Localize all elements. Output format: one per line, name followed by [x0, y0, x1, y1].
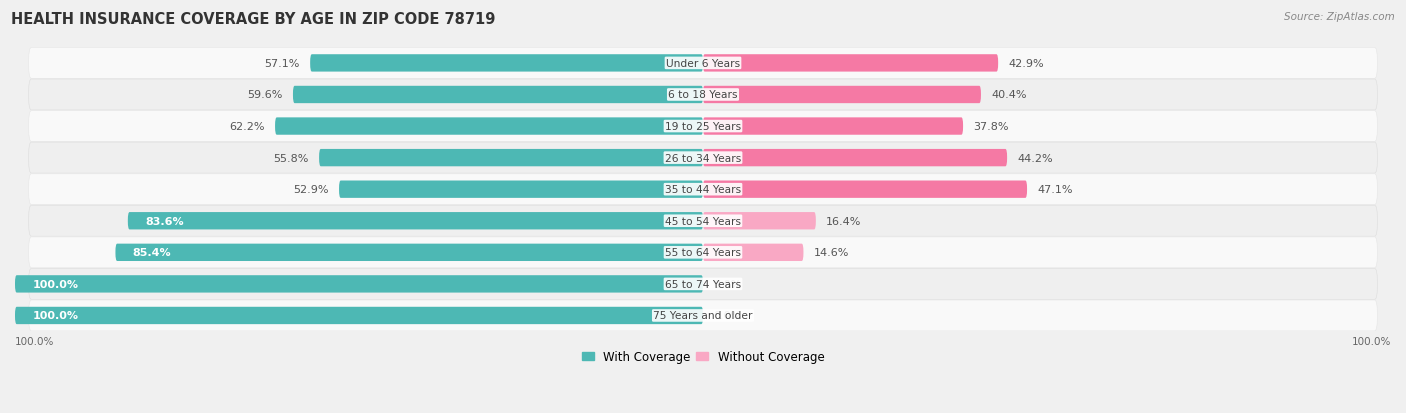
Text: 100.0%: 100.0%	[32, 311, 79, 320]
FancyBboxPatch shape	[311, 55, 703, 72]
Text: 14.6%: 14.6%	[814, 248, 849, 258]
Legend: With Coverage, Without Coverage: With Coverage, Without Coverage	[576, 346, 830, 368]
FancyBboxPatch shape	[28, 206, 1378, 237]
Text: 100.0%: 100.0%	[1351, 336, 1391, 346]
Text: 62.2%: 62.2%	[229, 122, 264, 132]
Text: 59.6%: 59.6%	[247, 90, 283, 100]
Text: 26 to 34 Years: 26 to 34 Years	[665, 153, 741, 163]
Text: Source: ZipAtlas.com: Source: ZipAtlas.com	[1284, 12, 1395, 22]
FancyBboxPatch shape	[28, 80, 1378, 111]
Text: 52.9%: 52.9%	[294, 185, 329, 195]
FancyBboxPatch shape	[292, 87, 703, 104]
Text: 42.9%: 42.9%	[1008, 59, 1045, 69]
Text: 85.4%: 85.4%	[132, 248, 172, 258]
FancyBboxPatch shape	[128, 213, 703, 230]
Text: 40.4%: 40.4%	[991, 90, 1026, 100]
FancyBboxPatch shape	[28, 48, 1378, 79]
FancyBboxPatch shape	[28, 112, 1378, 142]
FancyBboxPatch shape	[703, 118, 963, 135]
Text: 6 to 18 Years: 6 to 18 Years	[668, 90, 738, 100]
FancyBboxPatch shape	[15, 275, 703, 293]
FancyBboxPatch shape	[15, 307, 703, 324]
Text: Under 6 Years: Under 6 Years	[666, 59, 740, 69]
Text: 55 to 64 Years: 55 to 64 Years	[665, 248, 741, 258]
Text: 37.8%: 37.8%	[973, 122, 1010, 132]
Text: HEALTH INSURANCE COVERAGE BY AGE IN ZIP CODE 78719: HEALTH INSURANCE COVERAGE BY AGE IN ZIP …	[11, 12, 496, 27]
Text: 45 to 54 Years: 45 to 54 Years	[665, 216, 741, 226]
FancyBboxPatch shape	[28, 269, 1378, 300]
FancyBboxPatch shape	[28, 174, 1378, 205]
FancyBboxPatch shape	[339, 181, 703, 198]
Text: 100.0%: 100.0%	[32, 279, 79, 289]
Text: 65 to 74 Years: 65 to 74 Years	[665, 279, 741, 289]
Text: 35 to 44 Years: 35 to 44 Years	[665, 185, 741, 195]
Text: 0.0%: 0.0%	[713, 279, 741, 289]
FancyBboxPatch shape	[28, 300, 1378, 331]
FancyBboxPatch shape	[28, 143, 1378, 173]
FancyBboxPatch shape	[703, 181, 1026, 198]
Text: 44.2%: 44.2%	[1018, 153, 1053, 163]
Text: 47.1%: 47.1%	[1038, 185, 1073, 195]
Text: 75 Years and older: 75 Years and older	[654, 311, 752, 320]
Text: 19 to 25 Years: 19 to 25 Years	[665, 122, 741, 132]
Text: 16.4%: 16.4%	[827, 216, 862, 226]
FancyBboxPatch shape	[703, 244, 803, 261]
FancyBboxPatch shape	[703, 55, 998, 72]
FancyBboxPatch shape	[703, 87, 981, 104]
Text: 57.1%: 57.1%	[264, 59, 299, 69]
Text: 100.0%: 100.0%	[15, 336, 55, 346]
Text: 83.6%: 83.6%	[145, 216, 184, 226]
Text: 0.0%: 0.0%	[713, 311, 741, 320]
FancyBboxPatch shape	[276, 118, 703, 135]
FancyBboxPatch shape	[28, 237, 1378, 268]
FancyBboxPatch shape	[115, 244, 703, 261]
FancyBboxPatch shape	[703, 213, 815, 230]
Text: 55.8%: 55.8%	[273, 153, 309, 163]
FancyBboxPatch shape	[703, 150, 1007, 167]
FancyBboxPatch shape	[319, 150, 703, 167]
